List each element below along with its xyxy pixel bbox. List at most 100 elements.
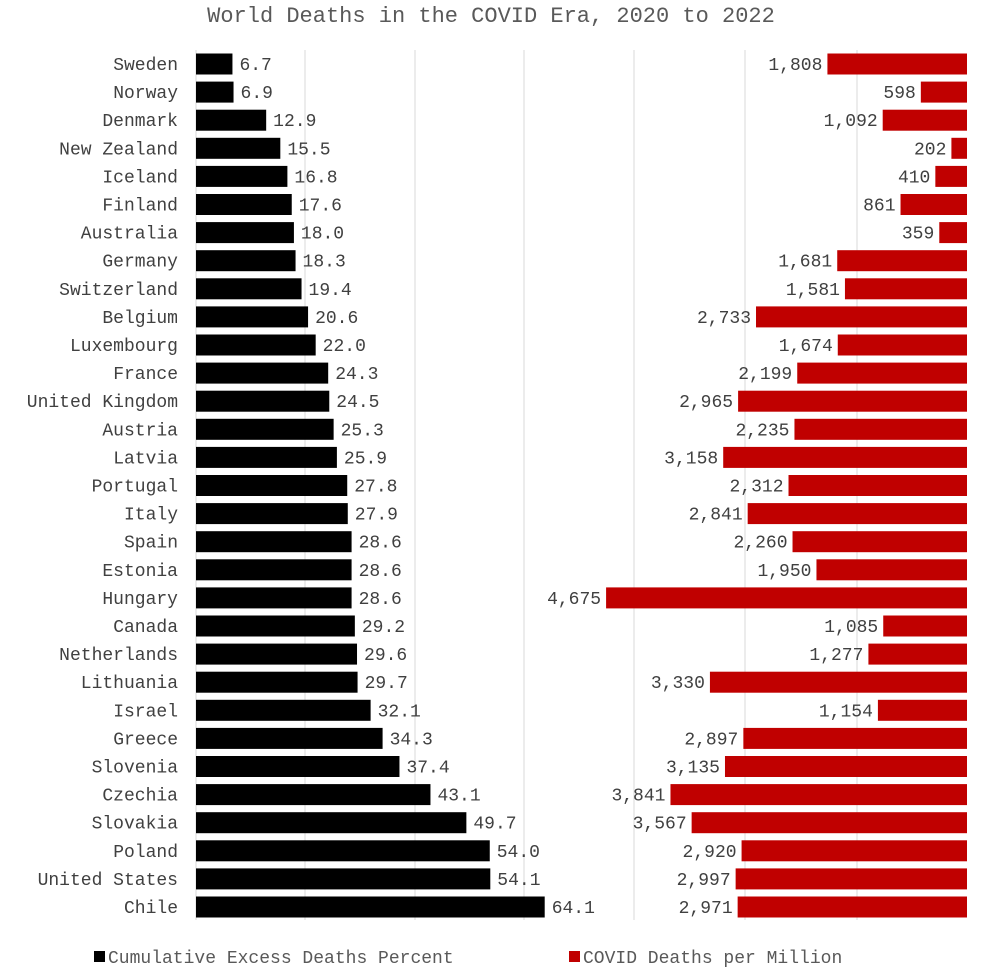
covid-deaths-value-label: 1,808	[768, 56, 822, 76]
category-label: Greece	[113, 730, 178, 750]
covid-deaths-value-label: 2,733	[697, 309, 751, 329]
covid-deaths-value-label: 2,920	[683, 843, 737, 863]
excess-deaths-value-label: 27.9	[355, 506, 398, 526]
covid-deaths-bar	[788, 475, 967, 496]
excess-deaths-bar	[196, 362, 329, 384]
covid-deaths-value-label: 2,965	[679, 393, 733, 413]
covid-deaths-bar	[827, 53, 967, 75]
covid-deaths-value-label: 1,681	[778, 253, 832, 273]
covid-deaths-bar	[868, 643, 967, 665]
covid-deaths-value-label: 359	[902, 225, 934, 245]
covid-deaths-value-label: 202	[914, 140, 946, 160]
covid-deaths-bar	[606, 587, 967, 609]
excess-deaths-value-label: 32.1	[378, 702, 421, 722]
category-label: Latvia	[113, 449, 178, 469]
category-label: New Zealand	[59, 140, 178, 160]
covid-deaths-bar	[883, 615, 967, 637]
excess-deaths-bar	[196, 615, 355, 637]
covid-deaths-bar	[794, 418, 967, 440]
legend-label: Cumulative Excess Deaths Percent	[108, 949, 454, 969]
covid-deaths-bar	[816, 559, 967, 581]
category-label: Austria	[102, 421, 178, 441]
category-label: Iceland	[102, 168, 178, 188]
category-label: Chile	[124, 899, 178, 919]
category-label: Switzerland	[59, 281, 178, 301]
bars: Sweden 6.7 1,808 Norway 6.9 598 Denmark 12.9 1,0…	[27, 53, 967, 919]
covid-deaths-value-label: 861	[863, 197, 895, 217]
category-label: United Kingdom	[27, 393, 178, 413]
excess-deaths-value-label: 37.4	[406, 759, 449, 779]
excess-deaths-value-label: 20.6	[315, 309, 358, 329]
category-label: Israel	[113, 702, 178, 722]
excess-deaths-value-label: 18.0	[301, 225, 344, 245]
covid-deaths-value-label: 4,675	[547, 590, 601, 610]
excess-deaths-bar	[196, 727, 383, 749]
excess-deaths-bar	[196, 559, 352, 581]
excess-deaths-bar	[196, 53, 233, 75]
excess-deaths-value-label: 49.7	[473, 815, 516, 835]
excess-deaths-bar	[196, 81, 234, 103]
category-label: Poland	[113, 843, 178, 863]
excess-deaths-bar	[196, 840, 490, 862]
covid-deaths-bar	[792, 531, 967, 553]
category-label: Spain	[124, 534, 178, 554]
covid-deaths-value-label: 1,154	[819, 702, 873, 722]
category-label: United States	[38, 871, 178, 891]
excess-deaths-bar	[196, 418, 334, 440]
covid-deaths-bar	[738, 390, 967, 412]
covid-deaths-value-label: 3,135	[666, 759, 720, 779]
covid-deaths-bar	[743, 727, 967, 749]
category-label: Germany	[102, 253, 178, 273]
covid-deaths-value-label: 3,330	[651, 674, 705, 694]
excess-deaths-bar	[196, 699, 371, 721]
excess-deaths-bar	[196, 868, 491, 890]
excess-deaths-value-label: 12.9	[273, 112, 316, 132]
excess-deaths-value-label: 27.8	[354, 478, 397, 498]
excess-deaths-bar	[196, 390, 330, 412]
excess-deaths-value-label: 17.6	[299, 197, 342, 217]
category-label: Finland	[102, 197, 178, 217]
excess-deaths-value-label: 28.6	[359, 534, 402, 554]
covid-deaths-value-label: 3,158	[664, 449, 718, 469]
covid-deaths-value-label: 2,971	[679, 899, 733, 919]
category-label: Hungary	[102, 590, 178, 610]
category-label: Canada	[113, 618, 178, 638]
covid-deaths-bar	[939, 222, 967, 244]
excess-deaths-bar	[196, 278, 302, 300]
covid-deaths-value-label: 1,085	[824, 618, 878, 638]
excess-deaths-value-label: 28.6	[359, 590, 402, 610]
category-label: Italy	[124, 506, 178, 526]
category-label: Australia	[81, 225, 178, 245]
excess-deaths-value-label: 64.1	[552, 899, 595, 919]
excess-deaths-bar	[196, 250, 296, 272]
covid-deaths-bar	[737, 896, 967, 918]
excess-deaths-value-label: 24.5	[336, 393, 379, 413]
covid-deaths-value-label: 1,277	[809, 646, 863, 666]
excess-deaths-value-label: 29.6	[364, 646, 407, 666]
excess-deaths-value-label: 18.3	[303, 253, 346, 273]
excess-deaths-value-label: 29.7	[365, 674, 408, 694]
covid-deaths-bar	[837, 334, 967, 356]
excess-deaths-value-label: 22.0	[323, 337, 366, 357]
excess-deaths-value-label: 54.1	[497, 871, 540, 891]
covid-deaths-value-label: 598	[883, 84, 915, 104]
excess-deaths-bar	[196, 643, 358, 665]
excess-deaths-value-label: 16.8	[294, 168, 337, 188]
category-label: Portugal	[92, 478, 178, 498]
category-label: Slovenia	[92, 759, 179, 779]
excess-deaths-value-label: 19.4	[309, 281, 352, 301]
covid-deaths-bar	[756, 306, 967, 328]
category-label: Estonia	[102, 562, 178, 582]
category-label: Sweden	[113, 56, 178, 76]
covid-deaths-value-label: 1,674	[779, 337, 833, 357]
covid-deaths-bar	[920, 81, 967, 103]
category-label: Czechia	[102, 787, 178, 807]
excess-deaths-bar	[196, 671, 358, 693]
excess-deaths-value-label: 28.6	[359, 562, 402, 582]
legend: Cumulative Excess Deaths Percent COVID De…	[94, 949, 842, 969]
covid-deaths-bar	[723, 446, 967, 468]
excess-deaths-bar	[196, 475, 348, 496]
category-label: France	[113, 365, 178, 385]
covid-deaths-value-label: 2,312	[729, 478, 783, 498]
